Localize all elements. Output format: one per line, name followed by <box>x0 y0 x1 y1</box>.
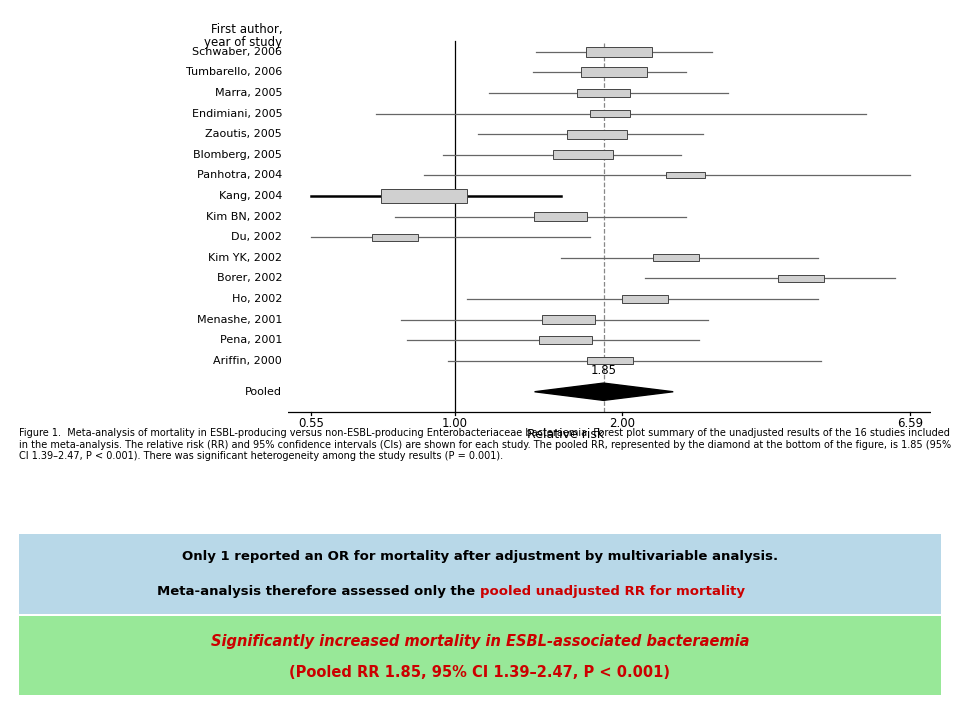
Text: Panhotra, 2004: Panhotra, 2004 <box>197 171 282 180</box>
Text: Kang, 2004: Kang, 2004 <box>219 191 282 201</box>
Text: Endimiani, 2005: Endimiani, 2005 <box>192 109 282 119</box>
Text: First author,: First author, <box>210 23 282 36</box>
FancyBboxPatch shape <box>590 110 630 117</box>
Text: Blomberg, 2005: Blomberg, 2005 <box>193 150 282 160</box>
Text: 1.00: 1.00 <box>443 418 468 430</box>
Text: Only 1 reported an OR for mortality after adjustment by multivariable analysis.: Only 1 reported an OR for mortality afte… <box>182 550 778 562</box>
Text: Kim BN, 2002: Kim BN, 2002 <box>206 211 282 222</box>
FancyBboxPatch shape <box>577 89 630 97</box>
FancyBboxPatch shape <box>535 213 588 220</box>
Text: year of study: year of study <box>204 37 282 49</box>
FancyBboxPatch shape <box>653 254 699 261</box>
Text: Ariffin, 2000: Ariffin, 2000 <box>213 356 282 366</box>
Text: (Pooled RR 1.85, 95% CI 1.39–2.47, P < 0.001): (Pooled RR 1.85, 95% CI 1.39–2.47, P < 0… <box>290 665 670 680</box>
Text: Schwaber, 2006: Schwaber, 2006 <box>192 47 282 57</box>
Text: Pena, 2001: Pena, 2001 <box>220 336 282 345</box>
Text: Relative risk: Relative risk <box>527 428 604 441</box>
FancyBboxPatch shape <box>372 234 419 241</box>
Text: Du, 2002: Du, 2002 <box>231 232 282 242</box>
FancyBboxPatch shape <box>381 190 468 203</box>
Text: Borer, 2002: Borer, 2002 <box>217 273 282 284</box>
FancyBboxPatch shape <box>553 150 612 159</box>
Polygon shape <box>535 383 673 400</box>
Text: Meta-analysis therefore assessed only the pooled unadjusted RR for mortality: Meta-analysis therefore assessed only th… <box>0 701 1 702</box>
Text: 6.59: 6.59 <box>897 418 923 430</box>
FancyBboxPatch shape <box>665 172 706 178</box>
Text: Figure 1.  Meta-analysis of mortality in ESBL-producing versus non-ESBL-producin: Figure 1. Meta-analysis of mortality in … <box>19 428 951 461</box>
Text: Meta-analysis therefore assessed only the pooled unadjusted RR for mortality: Meta-analysis therefore assessed only th… <box>0 701 1 702</box>
Text: Ho, 2002: Ho, 2002 <box>232 294 282 304</box>
FancyBboxPatch shape <box>586 46 652 57</box>
FancyBboxPatch shape <box>587 357 634 364</box>
Text: Zaoutis, 2005: Zaoutis, 2005 <box>205 129 282 139</box>
Text: pooled unadjusted RR for mortality: pooled unadjusted RR for mortality <box>480 585 745 598</box>
FancyBboxPatch shape <box>567 130 627 139</box>
Text: Significantly increased mortality in ESBL-associated bacteraemia: Significantly increased mortality in ESB… <box>211 634 749 649</box>
Text: 0.55: 0.55 <box>298 418 324 430</box>
FancyBboxPatch shape <box>539 336 592 345</box>
FancyBboxPatch shape <box>581 67 647 77</box>
Text: Kim YK, 2002: Kim YK, 2002 <box>208 253 282 263</box>
Text: Meta-analysis therefore assessed only the: Meta-analysis therefore assessed only th… <box>157 585 480 598</box>
FancyBboxPatch shape <box>778 274 825 282</box>
FancyBboxPatch shape <box>542 315 595 324</box>
FancyBboxPatch shape <box>622 296 668 303</box>
Text: 2.00: 2.00 <box>610 418 636 430</box>
Text: Tumbarello, 2006: Tumbarello, 2006 <box>186 67 282 77</box>
Text: Menashe, 2001: Menashe, 2001 <box>197 314 282 324</box>
Text: Pooled: Pooled <box>245 387 282 397</box>
Text: Marra, 2005: Marra, 2005 <box>215 88 282 98</box>
Text: 1.85: 1.85 <box>590 364 616 377</box>
